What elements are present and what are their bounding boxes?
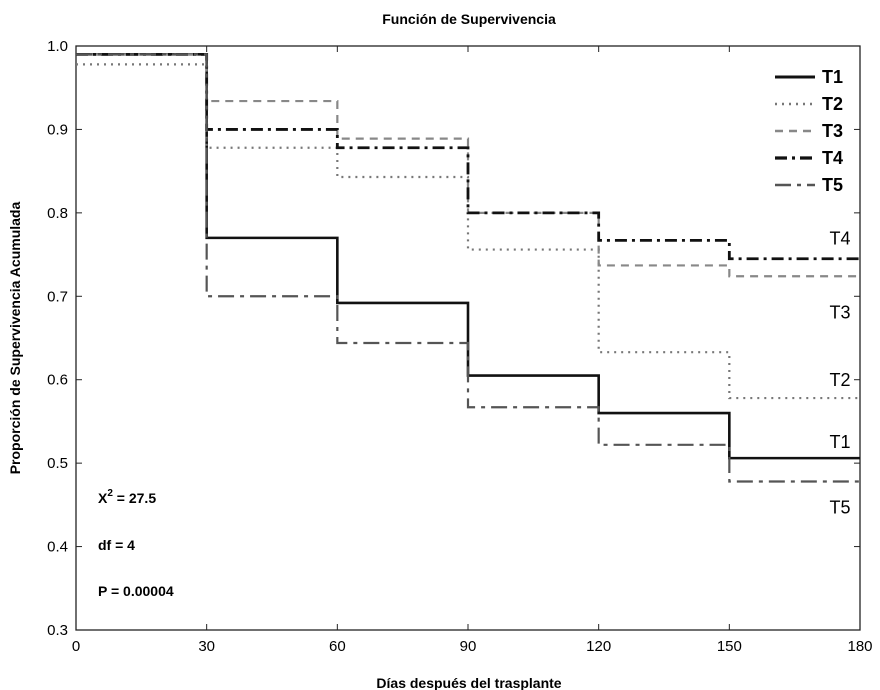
y-tick-label: 1.0 (47, 38, 68, 55)
end-label-t4: T4 (829, 229, 850, 249)
legend-label-t5: T5 (822, 175, 843, 195)
y-tick-label: 0.4 (47, 539, 68, 556)
legend: T1 T2 T3 T4 T5 (775, 67, 843, 195)
end-label-t2: T2 (829, 370, 850, 390)
y-axis-label: Proporción de Supervivencia Acumulada (7, 202, 23, 475)
x-axis-ticks: 0 30 60 90 120 150 180 (72, 46, 873, 655)
end-label-t5: T5 (829, 497, 850, 517)
series-lines (76, 52, 860, 483)
p-value-stat: P = 0.00004 (98, 583, 174, 599)
end-label-t1: T1 (829, 432, 850, 452)
statistics-annotation: X2 = 27.5 df = 4 P = 0.00004 (98, 488, 174, 599)
x-tick-label: 0 (72, 638, 80, 655)
series-line-t1 (76, 53, 860, 460)
y-tick-label: 0.8 (47, 205, 68, 222)
series-end-labels: T4 T3 T2 T1 T5 (829, 229, 850, 518)
x-tick-label: 150 (717, 638, 742, 655)
x-tick-label: 120 (586, 638, 611, 655)
y-tick-label: 0.7 (47, 288, 68, 305)
x-tick-label: 30 (198, 638, 215, 655)
y-tick-label: 0.3 (47, 622, 68, 639)
chi-square-stat: X2 = 27.5 (98, 488, 156, 506)
x-axis-label: Días después del trasplante (376, 675, 561, 690)
chart-title: Función de Supervivencia (382, 11, 556, 27)
y-tick-label: 0.6 (47, 372, 68, 389)
series-line-t5 (76, 53, 860, 483)
legend-label-t1: T1 (822, 67, 843, 87)
x-tick-label: 60 (329, 638, 346, 655)
y-tick-label: 0.9 (47, 121, 68, 138)
series-line-t4 (76, 52, 860, 261)
legend-label-t4: T4 (822, 148, 843, 168)
x-tick-label: 90 (460, 638, 477, 655)
end-label-t3: T3 (829, 302, 850, 322)
legend-label-t3: T3 (822, 121, 843, 141)
y-tick-label: 0.5 (47, 455, 68, 472)
y-axis-ticks: 0.3 0.4 0.5 0.6 0.7 0.8 0.9 1.0 (47, 38, 860, 639)
legend-label-t2: T2 (822, 94, 843, 114)
x-tick-label: 180 (847, 638, 872, 655)
df-stat: df = 4 (98, 537, 135, 553)
